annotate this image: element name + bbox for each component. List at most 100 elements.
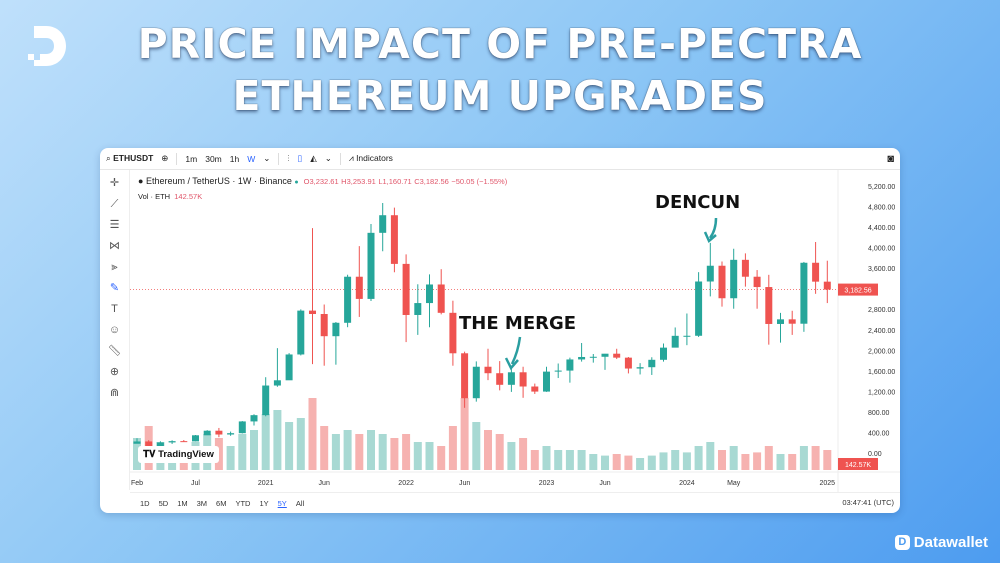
- range-6m[interactable]: 6M: [216, 498, 227, 508]
- volume-label: Vol · ETH: [138, 192, 171, 201]
- merge-arrowhead-icon: [504, 357, 519, 371]
- trendline-icon[interactable]: ⟋: [110, 198, 119, 210]
- interval-w[interactable]: W: [247, 153, 256, 164]
- y-tick-label: 1,600.00: [868, 369, 895, 376]
- volume-bar: [741, 454, 750, 470]
- chevron-down-icon[interactable]: ⌄: [263, 153, 271, 163]
- range-1d[interactable]: 1D: [140, 498, 150, 508]
- x-tick-label: Jun: [599, 480, 610, 487]
- crosshair-icon[interactable]: ✛: [109, 177, 120, 189]
- camera-icon[interactable]: ◙: [887, 152, 894, 165]
- y-tick-label: 400.00: [868, 430, 890, 437]
- volume-bar: [530, 450, 539, 470]
- page-title: PRICE IMPACT OF PRE-PECTRA ETHEREUM UPGRA…: [0, 18, 1000, 122]
- y-tick-label: 2,400.00: [868, 328, 895, 335]
- volume-bar: [612, 454, 621, 470]
- utc-clock[interactable]: 03:47:41 (UTC): [842, 498, 894, 507]
- candle-body: [262, 385, 270, 416]
- fib-icon[interactable]: ☰: [109, 219, 120, 231]
- area-chart-icon[interactable]: ◭: [310, 153, 317, 163]
- candle-body: [566, 359, 574, 371]
- price-chart[interactable]: 5,200.00 4,800.00 4,400.00 4,000.00 3,600.00…: [100, 148, 900, 492]
- candle-body: [496, 373, 504, 385]
- candle-body: [636, 367, 644, 369]
- magnet-icon[interactable]: ⋒: [109, 387, 120, 399]
- candle-chart-icon[interactable]: ▯: [297, 153, 303, 163]
- volume-bar: [308, 398, 317, 470]
- candle-body: [297, 310, 305, 355]
- y-tick-label: 0.00: [868, 451, 882, 458]
- tradingview-logo-icon: 𝐓𝐕: [143, 449, 156, 460]
- candle-body: [215, 430, 223, 435]
- market-open-icon: ●: [294, 179, 299, 186]
- legend-symbol: Ethereum / TetherUS · 1W · Binance: [145, 176, 292, 186]
- candle-body: [683, 335, 691, 337]
- candle-body: [800, 262, 808, 324]
- range-1m[interactable]: 1M: [177, 498, 188, 508]
- candle-body: [812, 262, 820, 282]
- volume-bar: [799, 446, 808, 470]
- add-symbol-icon[interactable]: ⊕: [161, 153, 169, 163]
- x-tick-label: 2024: [679, 480, 695, 487]
- search-icon: ⌕: [106, 153, 111, 163]
- candle-body: [706, 265, 714, 282]
- y-tick-label: 4,400.00: [868, 225, 895, 232]
- candle-body: [578, 356, 586, 360]
- candle-body: [718, 265, 726, 299]
- title-line-1: PRICE IMPACT OF PRE-PECTRA: [137, 20, 863, 68]
- indicators-button[interactable]: ⩘ Indicators: [349, 153, 393, 164]
- volume-bar: [472, 422, 481, 470]
- volume-bar: [484, 430, 492, 470]
- volume-bar: [331, 434, 340, 470]
- range-all[interactable]: All: [295, 498, 305, 508]
- last-price-label: 3,182.56: [844, 288, 871, 295]
- text-icon[interactable]: T: [111, 303, 118, 315]
- volume-bar: [226, 446, 235, 470]
- brush-icon[interactable]: ✎: [109, 282, 120, 294]
- volume-bar: [320, 426, 329, 470]
- bar-chart-icon[interactable]: ⫶: [287, 153, 290, 163]
- interval-1m[interactable]: 1m: [185, 153, 198, 164]
- range-3m[interactable]: 3M: [196, 498, 208, 508]
- pattern-icon[interactable]: ⋈: [109, 240, 120, 252]
- candle-body: [402, 263, 410, 315]
- candle-body: [695, 281, 703, 336]
- candle-body: [168, 441, 176, 443]
- x-tick-label: Jul: [191, 480, 200, 487]
- candle-body: [192, 435, 199, 442]
- eth-icon: ●: [138, 176, 144, 186]
- candle-body: [554, 370, 562, 372]
- projection-icon[interactable]: ⫸: [111, 261, 118, 273]
- candle-body: [180, 441, 188, 443]
- candle-body: [285, 354, 293, 381]
- candle-body: [390, 215, 398, 264]
- volume-bar: [519, 438, 528, 470]
- interval-1h[interactable]: 1h: [229, 153, 240, 164]
- volume-bar: [729, 446, 738, 470]
- candle-body: [344, 276, 352, 323]
- zoom-in-icon[interactable]: ⊕: [109, 366, 120, 378]
- tradingview-watermark: 𝐓𝐕 TradingView: [138, 446, 219, 463]
- range-1y[interactable]: 1Y: [259, 498, 269, 508]
- volume-bar: [355, 434, 364, 470]
- watermark-text: TradingView: [158, 449, 214, 460]
- emoji-icon[interactable]: ☺: [108, 324, 121, 336]
- chevron-down-icon[interactable]: ⌄: [324, 153, 332, 163]
- indicators-icon: ⩘: [348, 153, 354, 163]
- candle-body: [753, 276, 761, 288]
- symbol-label: ETHUSDT: [113, 153, 154, 163]
- dencun-arrowhead-icon: [703, 231, 717, 244]
- candle-body: [765, 287, 773, 324]
- volume-bar: [601, 455, 609, 470]
- range-ytd[interactable]: YTD: [235, 498, 251, 508]
- interval-30m[interactable]: 30m: [205, 153, 222, 164]
- candle-body: [613, 353, 621, 358]
- candle-body: [507, 372, 515, 385]
- range-5d[interactable]: 5D: [158, 498, 169, 508]
- symbol-search[interactable]: ⌕ ETHUSDT: [106, 153, 153, 164]
- volume-bar: [402, 434, 411, 470]
- legend-close: C3,182.56: [414, 177, 449, 186]
- range-5y[interactable]: 5Y: [277, 498, 287, 508]
- candle-body: [660, 347, 667, 360]
- ruler-icon[interactable]: 📏︎: [107, 345, 122, 357]
